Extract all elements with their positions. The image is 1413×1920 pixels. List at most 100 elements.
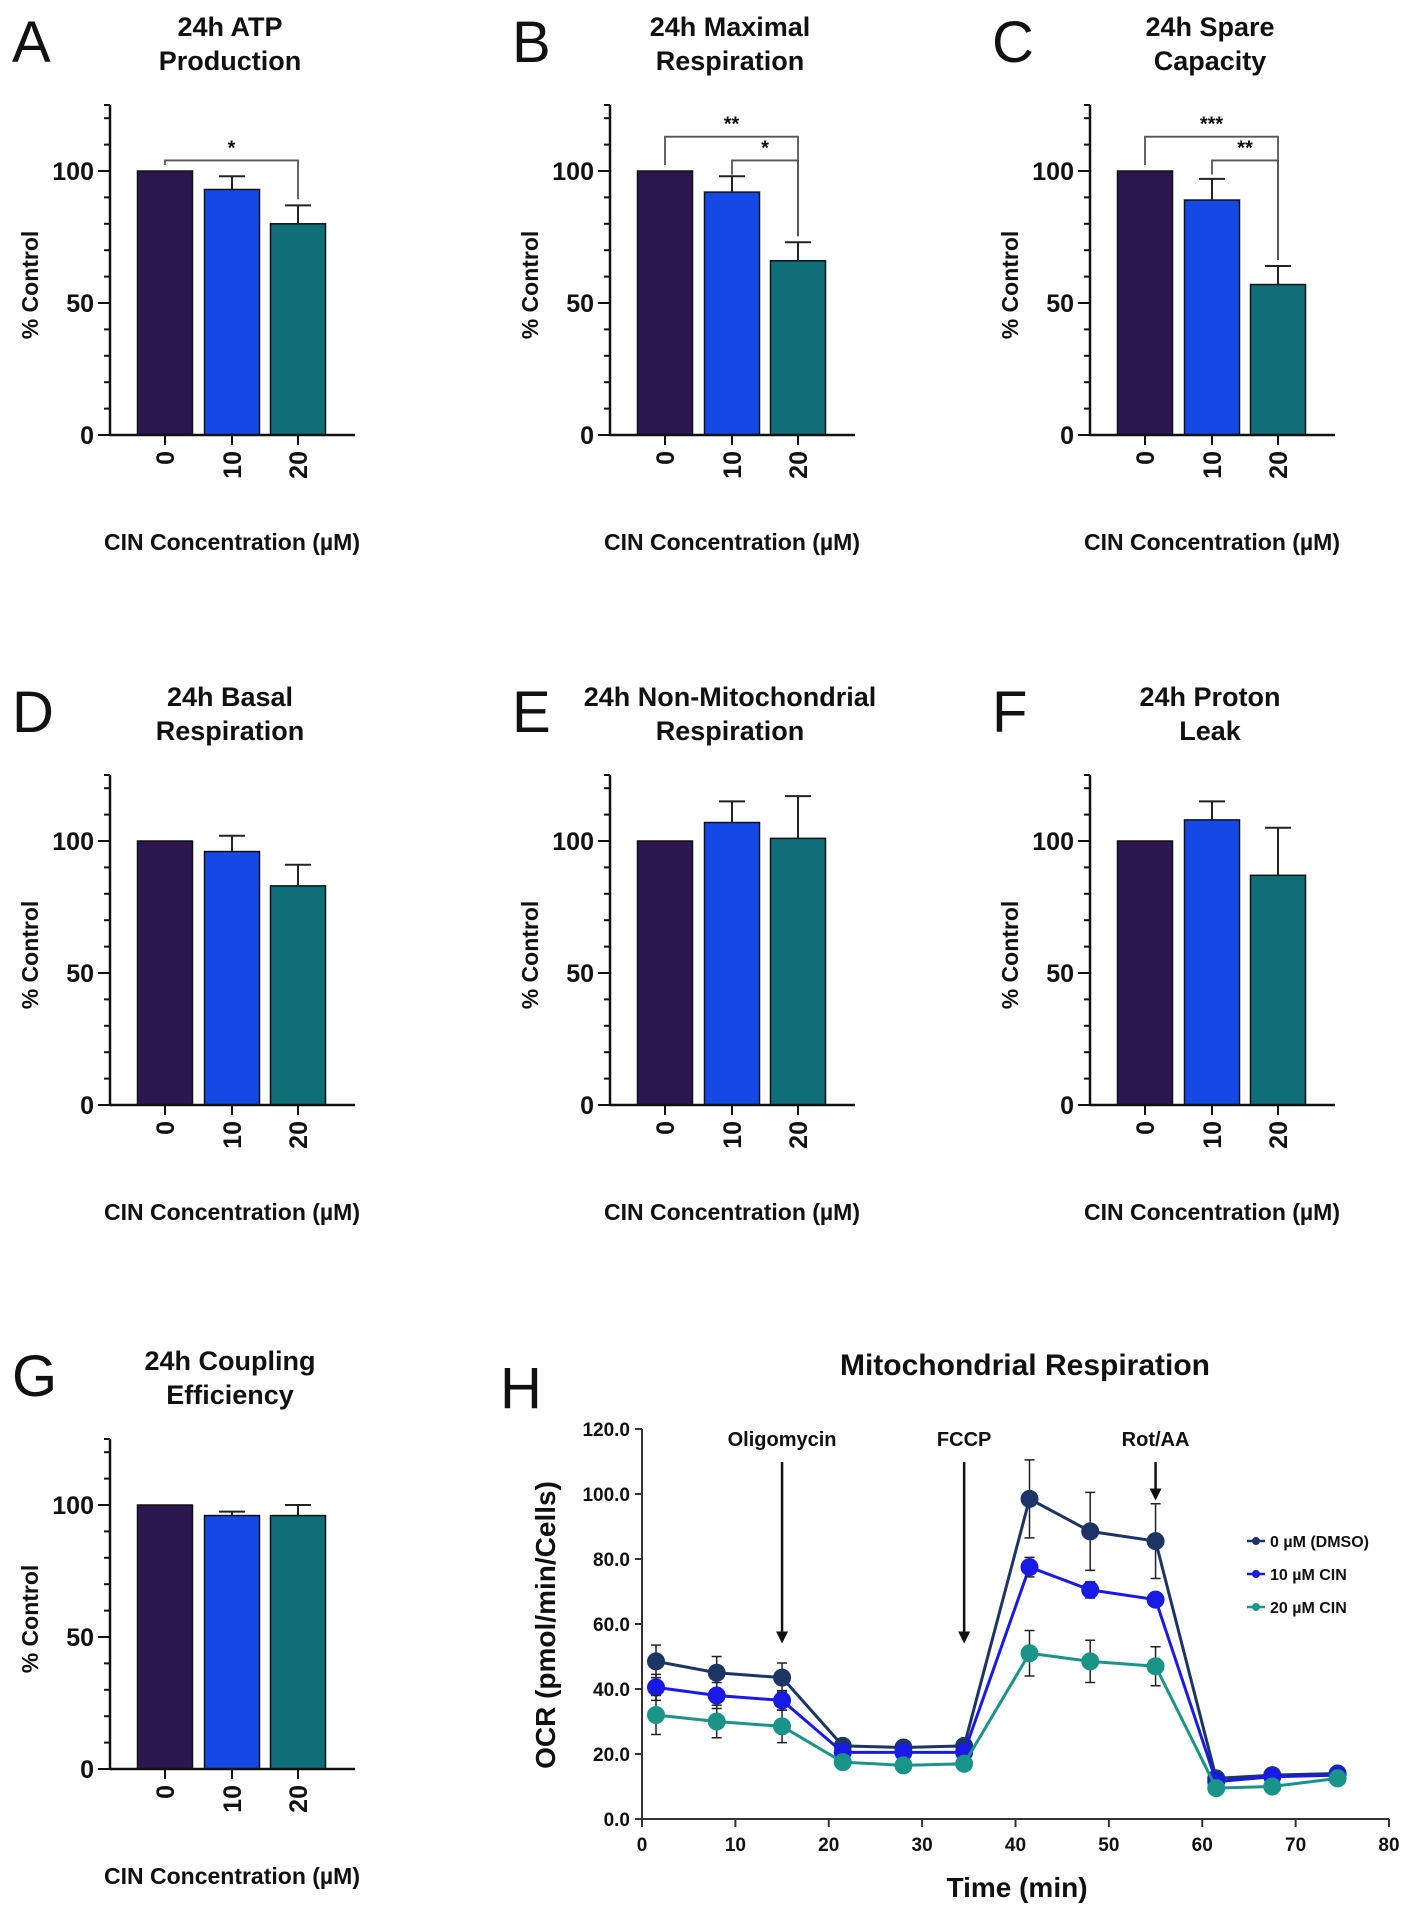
injection-label: Rot/AA xyxy=(1122,1429,1190,1451)
y-tick-label: 100 xyxy=(52,158,94,186)
y-axis-label: OCR (pmol/min/Cells) xyxy=(530,1481,561,1769)
bar-panel-F: F 24h Proton Leak 0 50 100 0 10 20 % Control CIN C… xyxy=(992,680,1340,1225)
panel-letter: D xyxy=(12,680,54,745)
data-point xyxy=(894,1743,913,1762)
x-axis-label: CIN Concentration (µM) xyxy=(604,529,860,555)
panel-letter: C xyxy=(992,10,1034,75)
y-tick-label: 50 xyxy=(66,960,94,988)
significance-bracket xyxy=(164,159,299,200)
bar-0 xyxy=(136,170,194,436)
data-point xyxy=(1081,1652,1100,1671)
y-tick-label: 0 xyxy=(580,422,594,450)
data-point xyxy=(707,1686,726,1705)
x-tick-label: 10 xyxy=(719,451,747,479)
bar-panel-E: E 24h Non-Mitochondrial Respiration 0 50 100 0… xyxy=(512,680,876,1225)
y-tick-label: 50 xyxy=(566,290,594,318)
bar-panel-C: C 24h Spare Capacity 0 50 100 0 10 20 % Control CI… xyxy=(992,10,1340,555)
error-bar xyxy=(719,800,745,823)
error-bar xyxy=(1199,800,1225,820)
chart-title: Respiration xyxy=(156,716,305,746)
x-tick-label: 10 xyxy=(219,451,247,479)
chart-title: Production xyxy=(159,46,302,76)
y-tick-label: 100 xyxy=(52,1492,94,1520)
x-tick-label: 20 xyxy=(1265,451,1293,479)
bar-0 xyxy=(136,1504,194,1770)
y-tick-label: 20.0 xyxy=(593,1745,630,1766)
data-point xyxy=(1020,1489,1039,1508)
x-tick-label: 10 xyxy=(219,1785,247,1813)
bar-0 xyxy=(1116,170,1174,436)
y-tick-label: 0 xyxy=(80,1092,94,1120)
y-tick-label: 120.0 xyxy=(582,1420,630,1441)
panel-letter: E xyxy=(512,680,551,745)
x-axis-label: CIN Concentration (µM) xyxy=(104,1863,360,1889)
data-point xyxy=(1146,1532,1165,1551)
y-tick-label: 0 xyxy=(80,422,94,450)
x-axis-label: CIN Concentration (µM) xyxy=(1084,529,1340,555)
bar-10 xyxy=(203,1514,261,1770)
y-axis-label: % Control xyxy=(17,901,43,1010)
panel-letter: H xyxy=(500,1356,542,1421)
data-point xyxy=(647,1706,666,1724)
error-bar xyxy=(219,175,245,190)
x-tick-label: 20 xyxy=(285,1121,313,1149)
bar-20 xyxy=(769,837,827,1106)
chart-title: Efficiency xyxy=(166,1380,294,1410)
bar-20 xyxy=(1249,874,1307,1106)
data-point xyxy=(1146,1657,1165,1676)
x-tick-label: 20 xyxy=(285,1785,313,1813)
y-tick-label: 50 xyxy=(66,1624,94,1652)
x-axis-label: CIN Concentration (µM) xyxy=(104,529,360,555)
x-tick-label: 10 xyxy=(219,1121,247,1149)
legend-label: 0 µM (DMSO) xyxy=(1270,1534,1369,1551)
error-bar xyxy=(785,241,811,261)
x-tick-label: 20 xyxy=(785,1121,813,1149)
bar-0 xyxy=(636,840,694,1106)
panel-letter: A xyxy=(12,10,51,75)
y-tick-label: 0 xyxy=(1060,422,1074,450)
y-tick-label: 100 xyxy=(1032,158,1074,186)
data-point xyxy=(707,1663,726,1682)
x-tick-label: 10 xyxy=(719,1121,747,1149)
series-line xyxy=(655,1651,1338,1790)
significance-bracket xyxy=(664,135,799,237)
bar-10 xyxy=(203,188,261,436)
x-tick-label: 0 xyxy=(1132,451,1160,465)
chart-title: 24h Maximal xyxy=(650,12,811,42)
chart-title: 24h Proton xyxy=(1139,682,1280,712)
y-tick-label: 100 xyxy=(1032,828,1074,856)
bar-10 xyxy=(1183,199,1241,436)
x-axis-label: CIN Concentration (µM) xyxy=(104,1199,360,1225)
arrow-head-icon xyxy=(958,1631,971,1644)
panel-letter: G xyxy=(12,1344,57,1409)
data-point xyxy=(1020,1558,1039,1577)
x-tick-label: 0 xyxy=(652,1121,680,1135)
error-bar xyxy=(219,1510,245,1516)
legend-marker xyxy=(1252,1603,1260,1611)
data-point xyxy=(1146,1590,1165,1609)
y-tick-label: 100 xyxy=(552,828,594,856)
significance-label: ** xyxy=(724,114,740,136)
chart-title: Leak xyxy=(1179,716,1242,746)
x-tick-label: 0 xyxy=(152,1785,180,1799)
x-tick-label: 0 xyxy=(637,1835,648,1856)
error-bar xyxy=(1265,826,1291,876)
x-tick-label: 0 xyxy=(1132,1121,1160,1135)
y-tick-label: 0 xyxy=(1060,1092,1074,1120)
y-tick-label: 0.0 xyxy=(604,1810,630,1831)
data-point xyxy=(773,1717,792,1736)
error-bar xyxy=(219,834,245,852)
x-tick-label: 10 xyxy=(1199,1121,1227,1149)
chart-title: Respiration xyxy=(656,716,805,746)
x-tick-label: 20 xyxy=(785,451,813,479)
chart-title: Mitochondrial Respiration xyxy=(840,1349,1210,1382)
legend-label: 10 µM CIN xyxy=(1270,1567,1347,1584)
panel-letter: B xyxy=(512,10,551,75)
x-tick-label: 20 xyxy=(285,451,313,479)
bar-0 xyxy=(636,170,694,436)
bar-20 xyxy=(269,223,327,436)
y-tick-label: 50 xyxy=(1046,960,1074,988)
x-tick-label: 70 xyxy=(1285,1835,1306,1856)
x-tick-label: 10 xyxy=(1199,451,1227,479)
